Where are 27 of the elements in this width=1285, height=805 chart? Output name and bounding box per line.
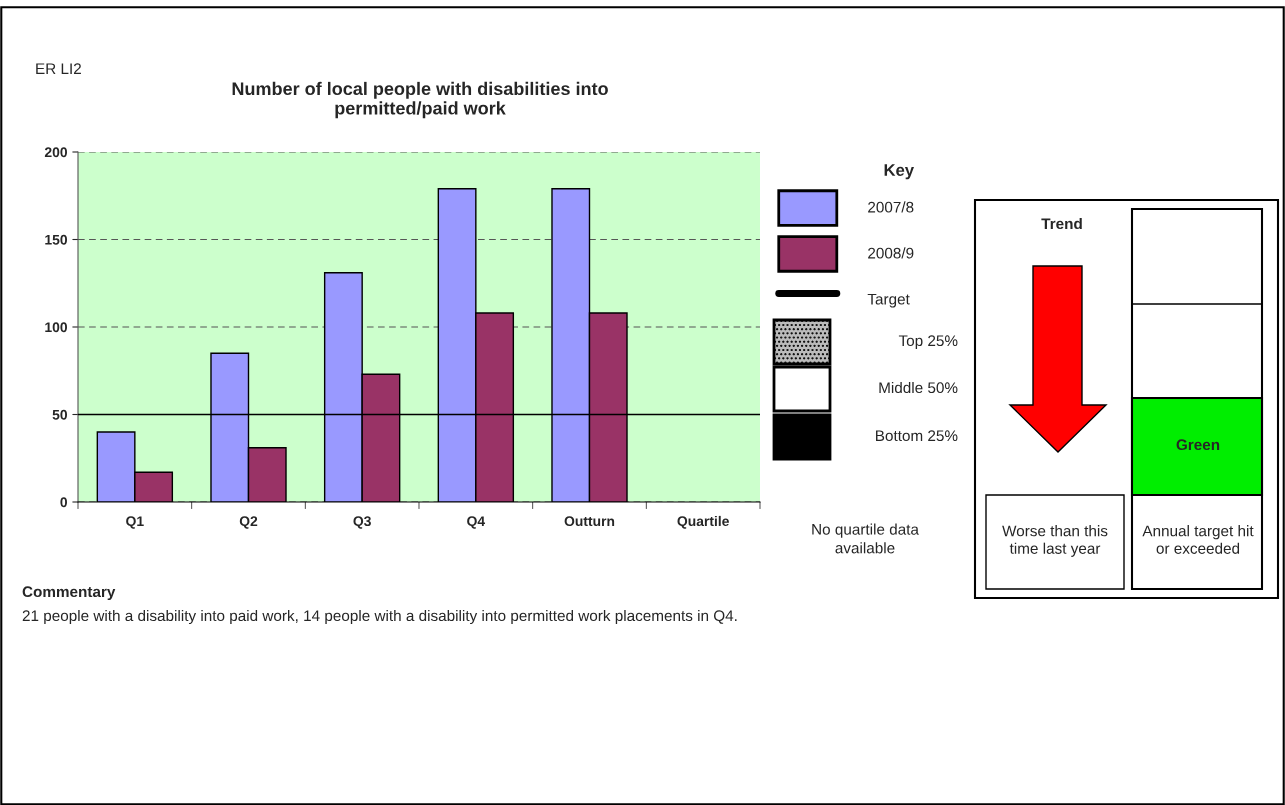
x-tick-label: Q4 bbox=[467, 516, 486, 529]
x-tick-label: Q1 bbox=[126, 516, 144, 529]
y-tick-label: 150 bbox=[45, 234, 68, 245]
text: No quartile data available bbox=[812, 523, 919, 554]
x-tick-label: Q3 bbox=[353, 516, 371, 529]
text: Bottom 25% bbox=[876, 430, 958, 442]
text: 21 people with a disability into paid work, 14 people with a disability into permitted work placements in Q4. bbox=[22, 609, 737, 625]
text: Commentary bbox=[22, 586, 116, 601]
text: Trend bbox=[1041, 217, 1082, 230]
legend-label: Target bbox=[867, 293, 910, 308]
y-tick-label: 100 bbox=[45, 322, 68, 333]
legend-title: Key bbox=[884, 164, 914, 180]
x-tick-label: Q2 bbox=[239, 516, 258, 529]
text: Green bbox=[1176, 439, 1220, 451]
chart-title: Number of local people with disabilities into permitted/paid work bbox=[232, 81, 608, 119]
text: Worse than this time last year bbox=[1002, 525, 1108, 557]
legend-label: 2008/9 bbox=[868, 247, 914, 259]
x-tick-label: Outturn bbox=[564, 516, 615, 527]
x-tick-label: Quartile bbox=[677, 515, 729, 529]
y-tick-label: 200 bbox=[44, 147, 68, 158]
legend-label: 2007/8 bbox=[868, 201, 914, 213]
text: ER LI2 bbox=[36, 63, 81, 74]
text: Middle 50% bbox=[879, 381, 958, 394]
text: Top 25% bbox=[898, 335, 958, 350]
text: Annual target hit or exceeded bbox=[1142, 525, 1254, 554]
y-tick-label: 50 bbox=[52, 409, 68, 420]
y-tick-label: 0 bbox=[60, 497, 68, 508]
